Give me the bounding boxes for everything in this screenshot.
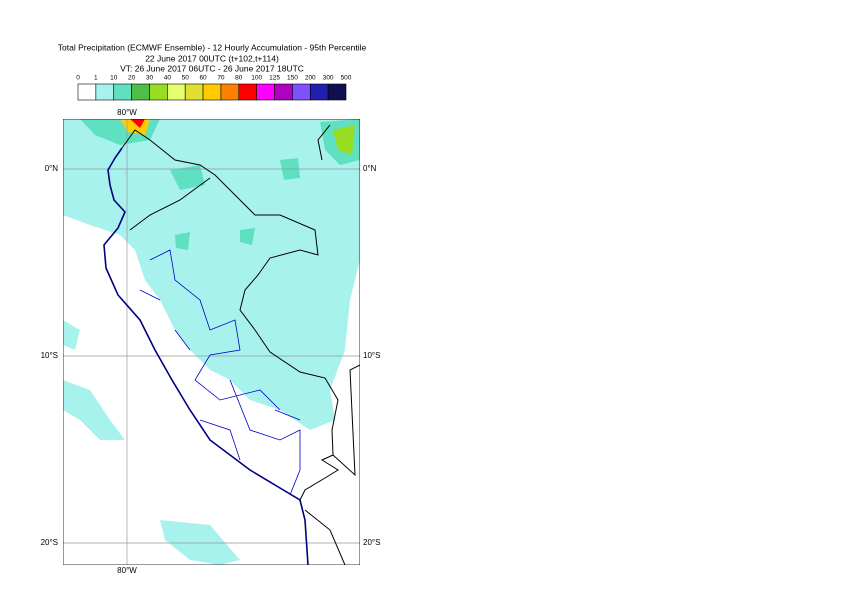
precip-area xyxy=(63,380,125,440)
region-border xyxy=(139,249,301,496)
legend-label: 10 xyxy=(110,75,118,82)
legend-label: 1 xyxy=(94,75,98,82)
legend-label: 60 xyxy=(199,75,207,82)
legend-label: 150 xyxy=(287,75,298,82)
legend-swatch xyxy=(167,83,186,101)
legend-label: 0 xyxy=(76,75,80,82)
legend-label: 50 xyxy=(182,75,190,82)
legend-label: 100 xyxy=(251,75,262,82)
legend-swatch xyxy=(238,83,257,101)
legend-swatch xyxy=(113,83,132,101)
coastline xyxy=(103,147,309,565)
legend-swatch xyxy=(77,83,97,101)
legend-label: 70 xyxy=(217,75,225,82)
precip-area xyxy=(333,125,355,155)
legend-swatch xyxy=(202,83,222,101)
title: Total Precipitation (ECMWF Ensemble) - 1… xyxy=(58,42,367,52)
lat-label: 10°S xyxy=(363,351,380,360)
legend-label: 300 xyxy=(323,75,334,82)
graticule xyxy=(63,119,360,565)
precip-area xyxy=(160,520,240,565)
precip-area xyxy=(170,165,255,250)
precip-area xyxy=(63,320,80,350)
legend-swatch xyxy=(256,83,275,101)
legend-label: 80 xyxy=(235,75,243,82)
lat-label: 20°S xyxy=(41,538,58,547)
legend-swatch xyxy=(149,83,168,101)
legend-label: 20 xyxy=(128,75,136,82)
lon-label: 80°W xyxy=(117,108,137,117)
map xyxy=(63,119,360,565)
legend-label: 30 xyxy=(146,75,154,82)
valid-time: VT: 26 June 2017 06UTC - 26 June 2017 18… xyxy=(120,63,304,73)
precip-area xyxy=(63,119,360,430)
legend-swatch xyxy=(309,83,329,101)
lat-label: 20°S xyxy=(363,538,380,547)
legend-swatch xyxy=(95,83,115,101)
lat-label: 10°S xyxy=(41,351,58,360)
legend-swatch xyxy=(184,83,204,101)
lat-label: 0°N xyxy=(363,164,377,173)
legend-swatch xyxy=(274,83,293,101)
legend-swatch xyxy=(327,83,347,101)
base-time: 22 June 2017 00UTC (t+102,t+114) xyxy=(145,53,279,63)
legend-swatch xyxy=(292,83,311,101)
country-border xyxy=(121,124,360,565)
legend-label: 40 xyxy=(164,75,172,82)
legend-swatch xyxy=(131,83,150,101)
legend-label: 200 xyxy=(305,75,316,82)
legend-label: 500 xyxy=(341,75,352,82)
precip-area xyxy=(130,119,145,128)
legend: 0 1 10 20 30 40 50 60 70 80 100 125 150 200 300 500 xyxy=(76,75,352,101)
legend-label: 125 xyxy=(269,75,280,82)
legend-swatch xyxy=(220,83,240,101)
lon-label: 80°W xyxy=(117,566,137,575)
lat-label: 0°N xyxy=(45,164,59,173)
